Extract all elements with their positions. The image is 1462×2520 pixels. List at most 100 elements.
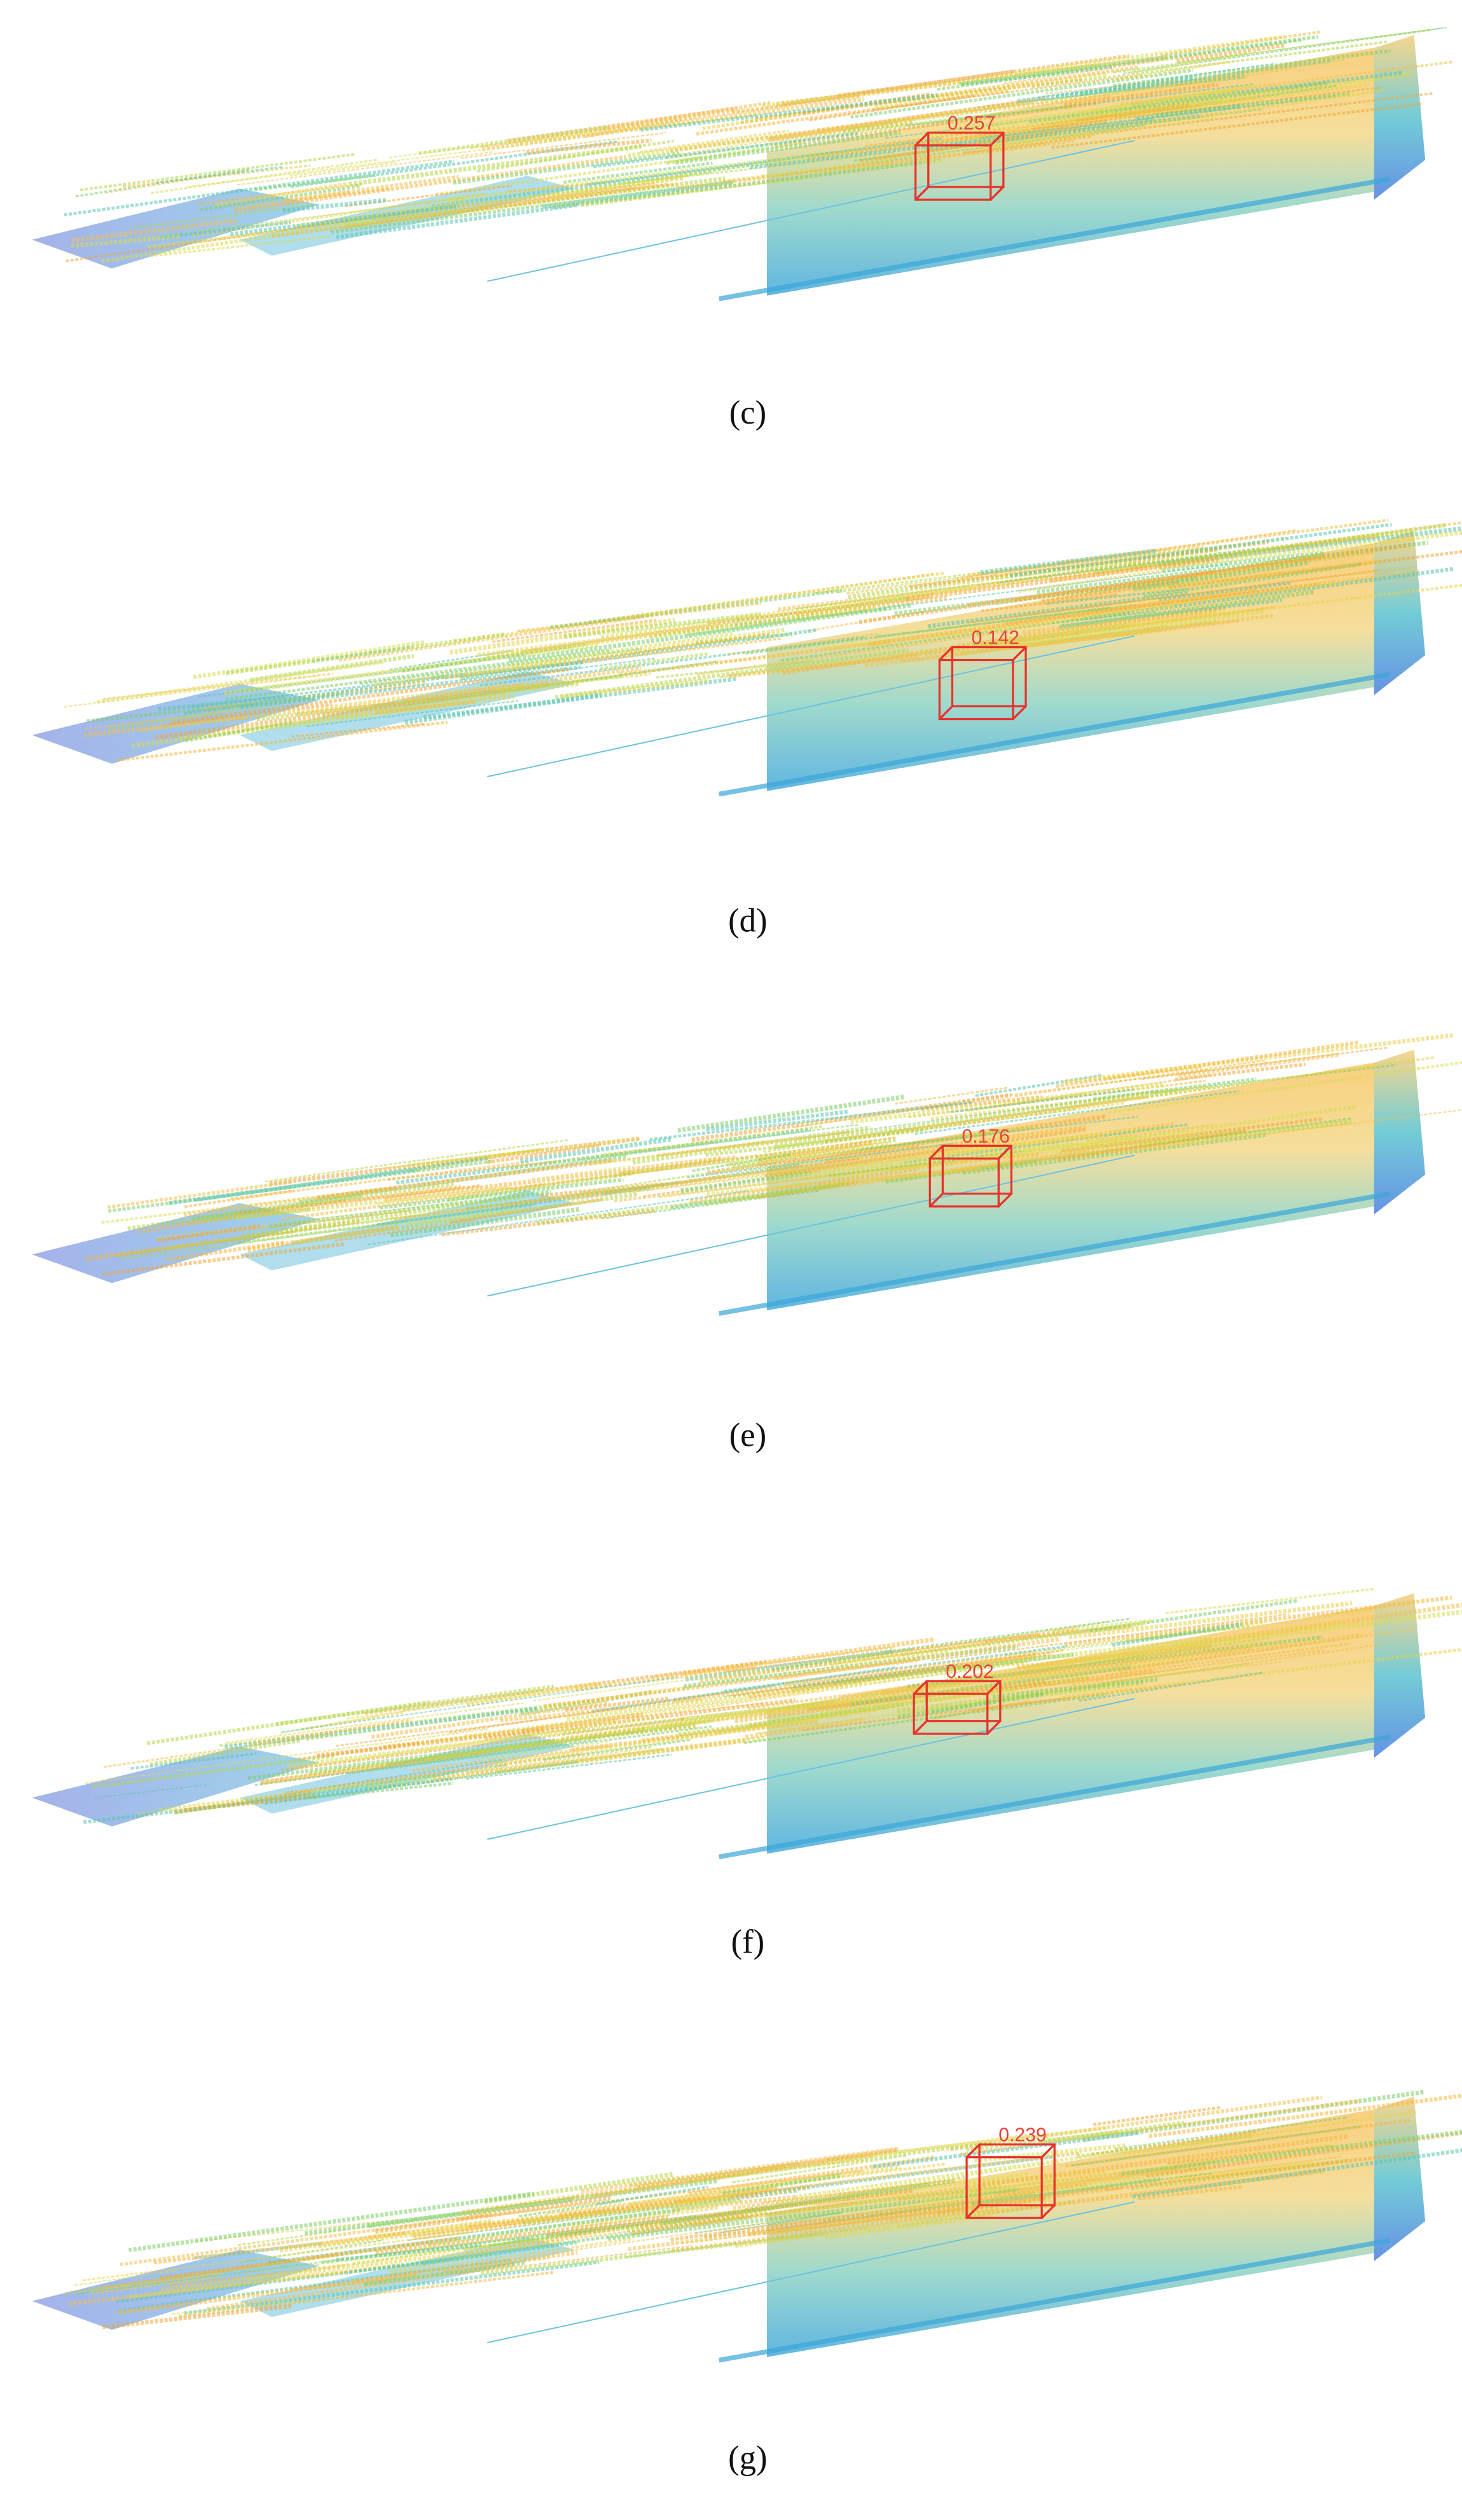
vegetation-points [695,2212,844,2234]
vegetation-points [579,1123,861,1161]
vegetation-points [93,1783,210,1799]
vegetation-points [1155,92,1351,117]
vegetation-points [1106,1642,1351,1677]
detection-box [938,646,1027,721]
vegetation-points [1046,2143,1337,2184]
vegetation-points [672,2194,798,2212]
vegetation-points [317,1158,614,1200]
vegetation-points [914,1090,1239,1135]
vegetation-points [450,1198,603,1224]
vegetation-points [1058,1129,1248,1161]
vegetation-points [347,1725,714,1775]
vegetation-points [225,632,506,675]
vegetation-points [1081,1104,1356,1149]
vegetation-points [178,2271,554,2318]
vegetation-points [1114,1109,1462,1154]
vegetation-points [155,682,548,740]
vegetation-points [287,1726,587,1769]
point-cloud-panel: 0.202 (f) [32,1588,1462,1960]
vegetation-points [1178,1053,1339,1078]
vegetation-points [96,660,383,703]
vegetation-points [379,1177,624,1210]
vegetation-points [447,151,826,203]
vegetation-points [850,69,1194,119]
vegetation-points [876,125,1082,161]
vegetation-points [1038,2121,1185,2144]
vegetation-points [868,587,1259,647]
vegetation-points [980,548,1156,575]
vegetation-points [230,204,457,237]
vegetation-points [877,563,1230,610]
vegetation-points [82,2231,474,2281]
vegetation-points [982,2134,1349,2187]
vegetation-points [175,1764,507,1814]
vegetation-points [422,2240,577,2266]
vegetation-points [561,679,708,699]
vegetation-points [404,2221,769,2275]
vegetation-points [778,564,1145,612]
vegetation-points [291,723,425,738]
vegetation-points [963,134,1094,155]
vegetation-points [184,1189,294,1208]
vegetation-points [532,1652,883,1702]
vegetation-points [281,1717,686,1772]
vegetation-points [838,2175,969,2197]
panel-label: (g) [728,2440,768,2477]
vegetation-points [373,658,571,688]
vegetation-points [486,1705,892,1766]
vegetation-points [282,1676,678,1733]
vegetation-points [808,1680,1047,1711]
vegetation-points [676,2185,773,2206]
vegetation-points [76,2258,344,2295]
box-back [978,2143,1056,2206]
vegetation-points [1052,1619,1154,1633]
vegetation-points [1045,80,1178,95]
vegetation-points [139,682,505,732]
vegetation-points [549,588,843,630]
vegetation-points [1070,1644,1381,1690]
vegetation-points [581,158,944,207]
vegetation-points [408,1137,642,1167]
vegetation-points [204,1207,312,1222]
vegetation-points [1113,29,1431,74]
vegetation-points [375,2215,669,2256]
vegetation-points [1070,1056,1435,1109]
vegetation-points [1093,2106,1222,2126]
vegetation-points [981,88,1384,149]
vegetation-points [66,208,429,263]
vegetation-points [158,1224,261,1243]
vegetation-points [481,2231,825,2276]
vegetation-points [160,220,291,240]
vegetation-points [1009,522,1392,578]
vegetation-points [477,139,675,173]
vegetation-points [780,611,1131,662]
box-score: 0.257 [948,113,995,134]
vegetation-points [389,649,511,671]
vegetation-points [757,1684,1108,1735]
road-edge [718,1191,1391,1316]
vegetation-points [796,595,947,618]
vegetation-points [1079,1671,1264,1702]
vegetation-points [702,104,851,130]
vegetation-points [680,1170,811,1193]
road-edge [718,672,1391,797]
vegetation-points [432,161,769,208]
vegetation-points [321,2214,699,2264]
vegetation-points [1068,1601,1353,1640]
box-edges [913,1680,1001,1735]
box-score: 0.142 [972,627,1019,648]
vegetation-points [1072,581,1340,620]
box-score: 0.176 [962,1126,1010,1147]
vegetation-points [1143,562,1362,599]
vegetation-points [600,583,974,640]
vegetation-points [772,1647,913,1671]
vegetation-points [149,235,330,258]
vegetation-points [445,637,781,680]
vegetation-points [794,1102,959,1128]
vegetation-points [1080,84,1255,115]
vegetation-points [719,650,936,679]
vegetation-points [518,2201,855,2247]
vegetation-points [571,2206,718,2229]
vegetation-points [745,606,1111,655]
vegetation-points [1176,43,1285,64]
